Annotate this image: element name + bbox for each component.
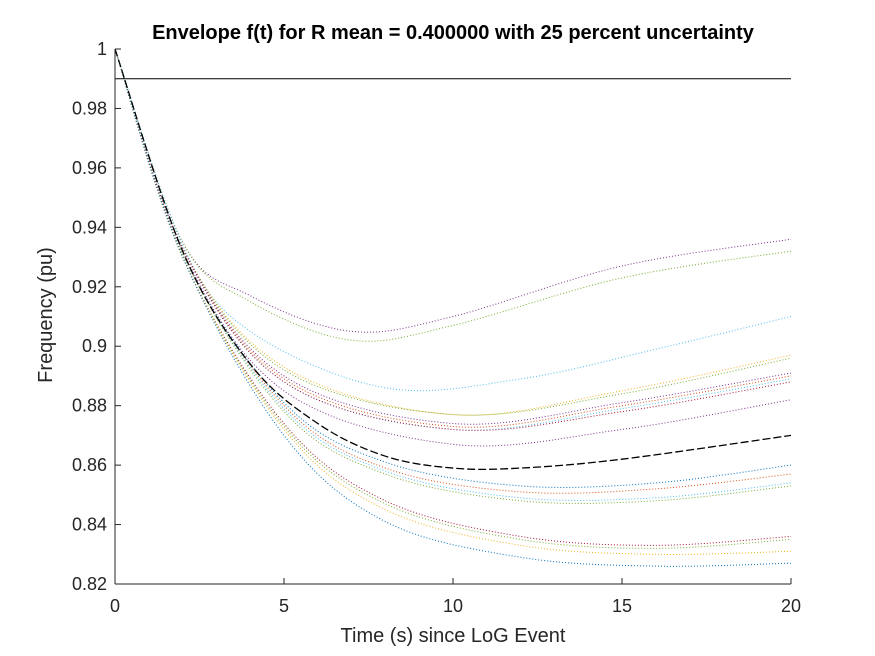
series-line-1 (114, 48, 792, 333)
series-line-3 (114, 48, 792, 392)
x-ticks: 0 5 10 15 20 (110, 578, 801, 616)
y-tick-label: 0.88 (72, 396, 107, 416)
x-tick-label: 10 (443, 596, 463, 616)
x-axis-label: Time (s) since LoG Event (341, 625, 566, 647)
y-tick-label: 0.98 (72, 98, 107, 118)
series-line-8 (114, 48, 792, 431)
series-line-2 (114, 48, 792, 342)
plot-area (114, 48, 792, 567)
series-line-14 (114, 48, 792, 504)
y-tick-label: 0.96 (72, 158, 107, 178)
series-line-12 (114, 48, 792, 494)
series-line-11 (114, 48, 792, 488)
y-ticks: 0.82 0.84 0.86 0.88 0.9 0.92 0.94 0.96 0.98 1 (72, 39, 121, 594)
y-tick-label: 0.86 (72, 455, 107, 475)
axes: 0 5 10 15 20 0.82 0.84 0.86 0.88 0.9 0.92 0.94 0.96… (72, 39, 801, 616)
x-tick-label: 15 (612, 596, 632, 616)
mean-series-line (114, 48, 792, 471)
series-line-9 (114, 48, 792, 431)
series-line-15 (114, 48, 792, 546)
y-tick-label: 0.84 (72, 515, 107, 535)
series-line-5 (114, 48, 792, 416)
series-layer (114, 48, 792, 567)
y-tick-label: 0.92 (72, 277, 107, 297)
x-tick-label: 0 (110, 596, 120, 616)
y-axis-label: Frequency (pu) (35, 247, 57, 383)
series-line-13 (114, 48, 792, 501)
series-line-4 (114, 48, 792, 416)
y-tick-label: 0.94 (72, 217, 107, 237)
series-line-7 (114, 48, 792, 428)
y-tick-label: 1 (97, 39, 107, 59)
series-line-10 (114, 48, 792, 447)
chart-title: Envelope f(t) for R mean = 0.400000 with… (152, 22, 755, 44)
series-line-16 (114, 48, 792, 549)
y-tick-label: 0.82 (72, 574, 107, 594)
series-line-18 (114, 48, 792, 567)
series-line-6 (114, 48, 792, 425)
y-tick-label: 0.9 (82, 336, 107, 356)
x-tick-label: 20 (781, 596, 801, 616)
x-tick-label: 5 (279, 596, 289, 616)
